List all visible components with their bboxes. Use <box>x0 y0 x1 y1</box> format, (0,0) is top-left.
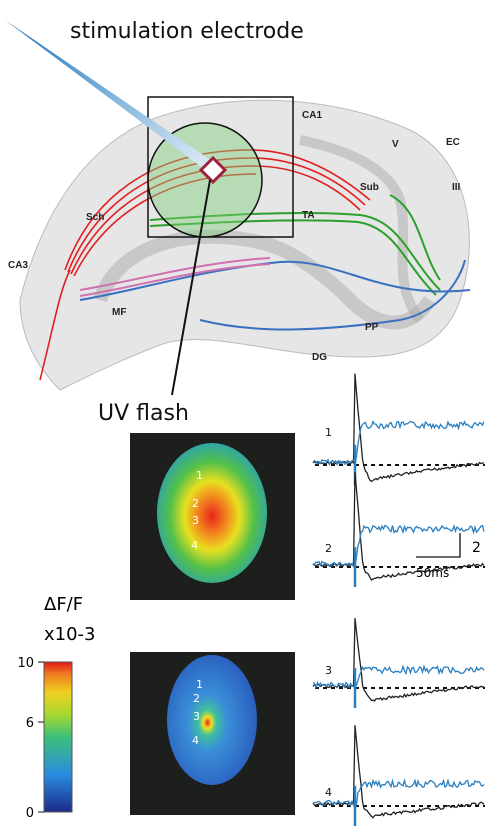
traces <box>313 374 485 826</box>
region-label: TA <box>302 210 315 221</box>
colorbar-unit: x10-3 <box>44 624 96 645</box>
colorbar-label: ΔF/F <box>44 594 83 615</box>
trace-uv <box>313 526 484 568</box>
region-label: PP <box>365 322 379 333</box>
region-label: CA3 <box>8 260 28 271</box>
region-label: EC <box>446 137 460 148</box>
region-label: DG <box>312 352 327 363</box>
region-label: III <box>452 182 461 193</box>
site-label: 2 <box>192 497 199 510</box>
figure: stimulation electrode CA1 V EC III Sub S… <box>0 0 489 840</box>
electrode-label: stimulation electrode <box>70 19 304 44</box>
trace-uv <box>313 667 484 688</box>
trace-label: 3 <box>325 664 332 677</box>
region-label: V <box>392 139 399 150</box>
colorbar-tick-label: 6 <box>26 716 34 731</box>
site-label: 1 <box>196 469 203 482</box>
site-label: 1 <box>196 678 203 691</box>
trace-uv <box>313 422 484 465</box>
colorbar-tick-label: 10 <box>17 656 34 671</box>
colorbar <box>44 662 72 812</box>
site-label: 3 <box>193 710 200 723</box>
region-label: MF <box>112 307 126 318</box>
scale-label: 50ms <box>416 566 449 580</box>
hippocampus-diagram <box>5 20 470 395</box>
scale-label: 2 <box>472 540 481 556</box>
site-label: 4 <box>191 539 198 552</box>
site-label: 2 <box>193 692 200 705</box>
trace-label: 4 <box>325 786 332 799</box>
activity-map <box>157 443 267 583</box>
flash-label: UV flash <box>98 401 189 426</box>
site-label: 3 <box>192 514 199 527</box>
scale-bar <box>416 533 460 557</box>
trace-label: 1 <box>325 426 332 439</box>
region-label: Sub <box>360 182 379 193</box>
activity-map <box>167 655 257 785</box>
page: {"title":"stimulation electrode", "regio… <box>0 0 489 840</box>
site-label: 4 <box>192 734 199 747</box>
region-label: Sch <box>86 212 104 223</box>
colorbar-tick-label: 0 <box>26 806 34 821</box>
region-label: CA1 <box>302 110 322 121</box>
trace-label: 2 <box>325 542 332 555</box>
trace-control <box>313 725 484 817</box>
